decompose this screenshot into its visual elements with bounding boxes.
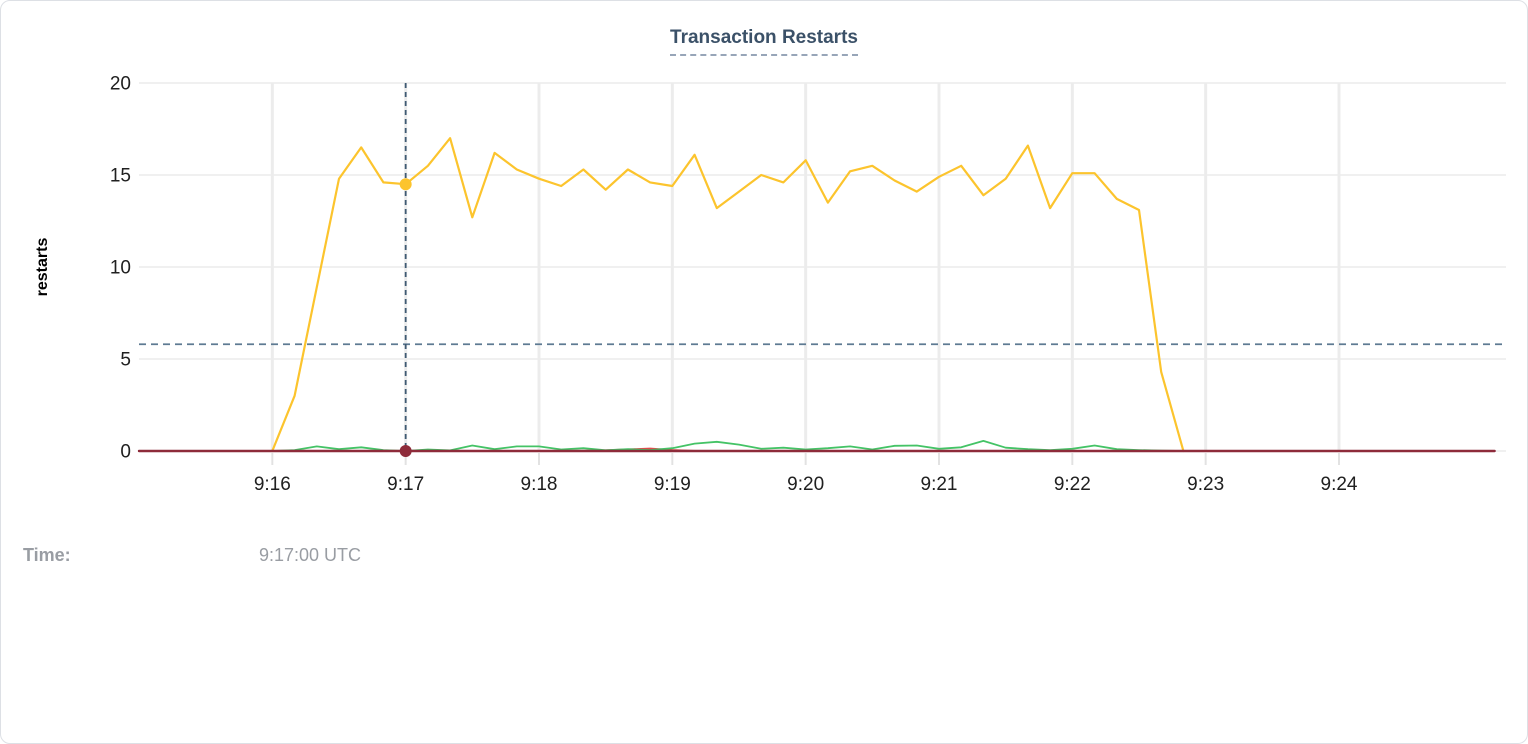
x-tick-label: 9:23	[1187, 474, 1224, 495]
highlight-dot-write-too-old-multiple	[399, 178, 412, 191]
y-tick-label: 10	[110, 258, 131, 279]
y-tick-label: 5	[120, 350, 131, 371]
y-tick-label: 0	[120, 442, 131, 463]
chart-title[interactable]: Transaction Restarts	[670, 27, 858, 56]
x-tick-label: 9:17	[387, 474, 424, 495]
y-tick-label: 15	[110, 166, 131, 187]
series-line-read-within-uncertainty-interval	[138, 440, 1496, 452]
chart-title-wrap: Transaction Restarts	[1, 27, 1527, 56]
hover-legend: Write Too Old:0.0000Write Too Old (multi…	[1, 511, 1527, 743]
chart-svg: 0 5 10 15 20 9:16 9:17 9:18 9:19 9:20 9:21 9:22 9:23…	[34, 74, 1506, 495]
y-axis-label: restarts	[34, 238, 51, 297]
time-label: Time:	[23, 545, 71, 565]
x-tick-label: 9:16	[254, 474, 291, 495]
series-line-write-too-old-multiple	[271, 137, 1185, 453]
time-value: 9:17:00 UTC	[259, 545, 362, 565]
x-tick-label: 9:19	[654, 474, 691, 495]
y-tick-label: 20	[110, 74, 131, 95]
x-tick-label: 9:20	[787, 474, 824, 495]
x-tick-label: 9:18	[521, 474, 558, 495]
x-tick-label: 9:22	[1054, 474, 1091, 495]
chart-plot-area[interactable]: 0 5 10 15 20 9:16 9:17 9:18 9:19 9:20 9:21 9:22 9:23…	[1, 1, 1527, 511]
x-tick-label: 9:21	[921, 474, 958, 495]
highlight-dot-unknown	[399, 445, 412, 457]
x-tick-label: 9:24	[1321, 474, 1358, 495]
